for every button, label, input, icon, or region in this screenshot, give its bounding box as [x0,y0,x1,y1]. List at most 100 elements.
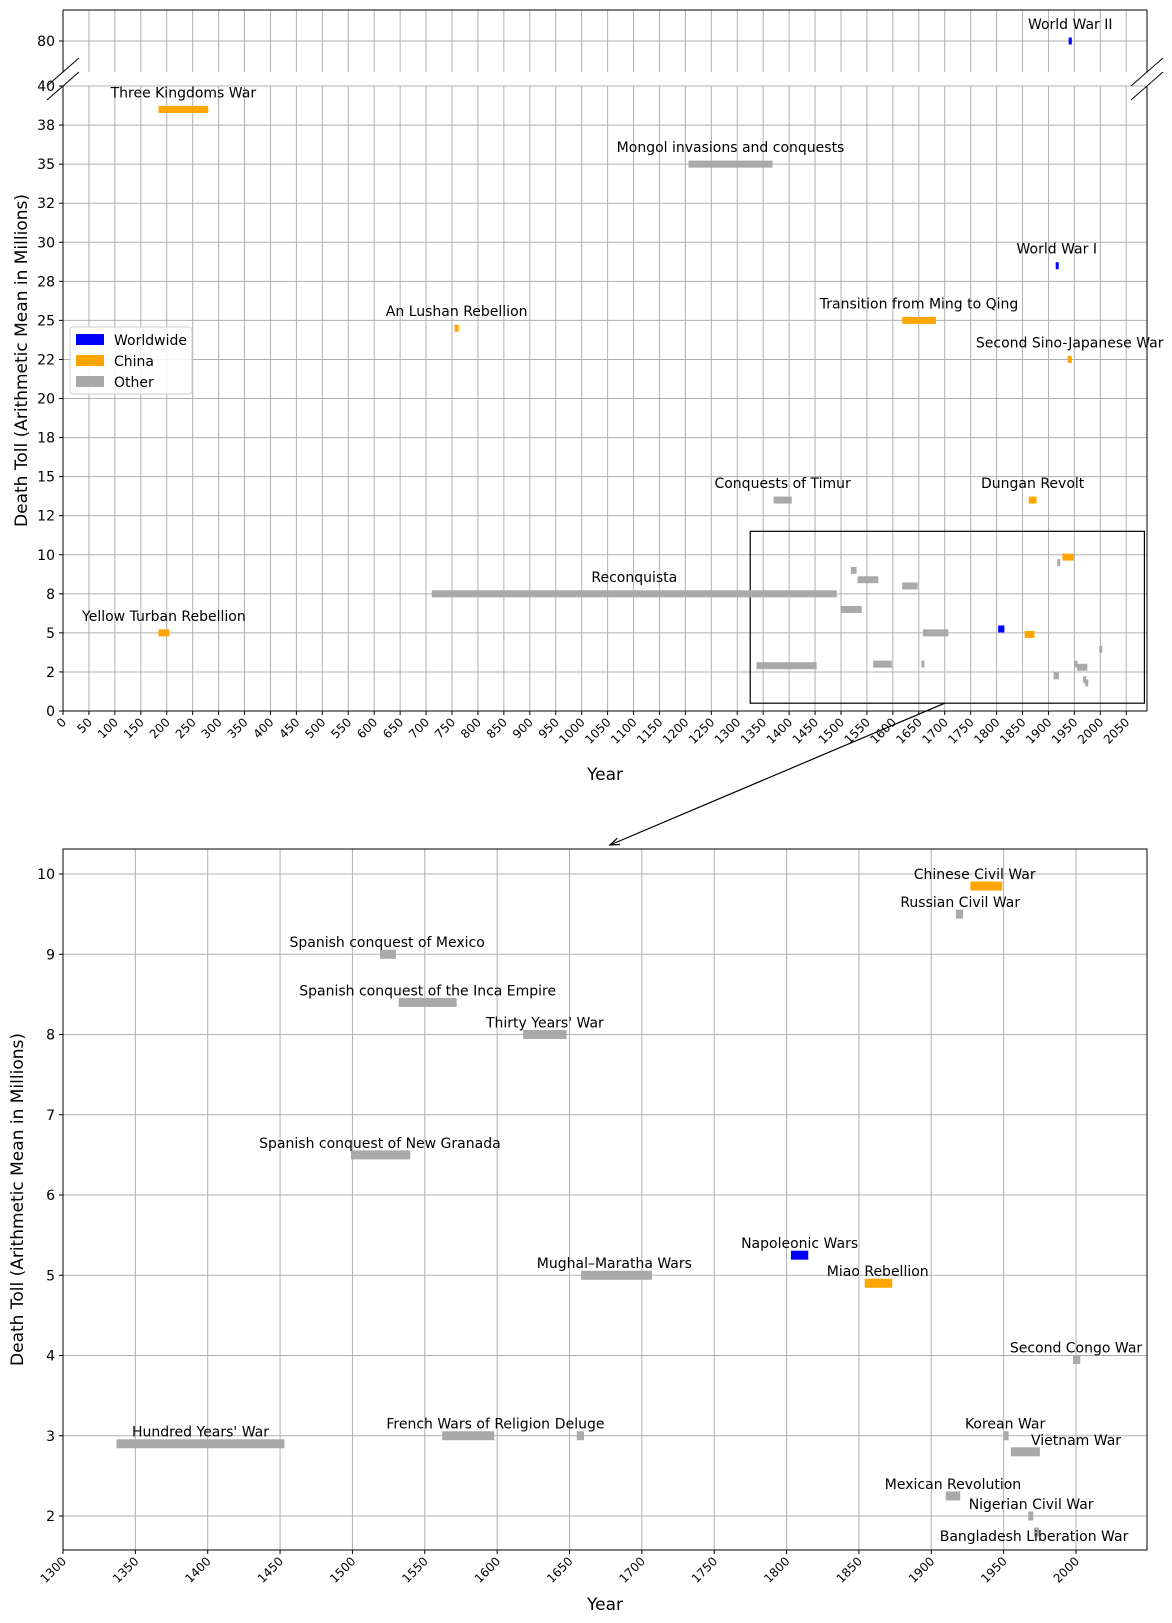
y-tick-label: 0 [46,704,55,720]
bar-other [773,496,792,504]
zoom-x-tick-label: 1400 [182,1554,213,1585]
event-label: World War II [1028,17,1113,33]
zoom-event-label: Russian Civil War [900,895,1020,911]
bar-other [1053,672,1059,680]
zoom-event-label: Deluge [555,1417,605,1433]
y-axis-label: Death Toll (Arithmetic Mean in Millions) [12,194,32,527]
zoom-x-tick-label: 1350 [110,1554,141,1585]
zoom-y-tick-label: 2 [46,1509,55,1525]
zoom-bar-other [523,1030,567,1039]
y-tick-label: 5 [46,626,55,642]
y-tick-label: 18 [37,431,55,447]
zoom-axes-frame [62,848,1148,1551]
bar-other [850,566,857,574]
x-tick-label: 900 [510,715,536,741]
zoom-event-label: Spanish conquest of New Granada [259,1136,501,1152]
zoom-y-tick-label: 10 [37,867,55,883]
x-tick-label: 300 [199,715,225,741]
x-tick-label: 1650 [893,715,924,746]
event-label: Dungan Revolt [981,476,1085,492]
legend-swatch-china [76,355,104,366]
bar-other [873,660,892,668]
bar-other [902,582,918,590]
axis-break-mark [46,57,80,87]
x-tick-label: 1950 [1049,715,1080,746]
zoom-event-label: Second Congo War [1010,1340,1143,1356]
zoom-bar-china [864,1278,893,1288]
x-tick-label: 1900 [1023,715,1054,746]
y-tick-label: 15 [37,470,55,486]
x-tick-label: 2050 [1101,715,1132,746]
bar-other [1085,679,1089,687]
bar-other [1057,559,1061,567]
zoom-bar-other [1028,1511,1034,1521]
zoom-bar-other [116,1439,285,1449]
zoom-event-label: Bangladesh Liberation War [940,1529,1129,1545]
y-tick-label: 12 [37,509,55,525]
bar-other [688,160,773,168]
zoom-event-label: Napoleonic Wars [741,1236,858,1252]
legend-swatch-worldwide [76,334,104,345]
zoom-event-label: Mexican Revolution [885,1477,1021,1493]
zoom-y-tick-label: 6 [46,1188,55,1204]
bar-other [756,662,817,670]
x-tick-label: 1400 [764,715,795,746]
zoom-x-tick-label: 1800 [761,1554,792,1585]
bar-worldwide [1055,262,1059,270]
zoom-bar-other [1034,1527,1040,1537]
zoom-bar-other [1003,1431,1009,1441]
event-label: Yellow Turban Rebellion [81,609,246,625]
zoom-y-tick-label: 8 [46,1028,55,1044]
bar-worldwide [998,625,1005,633]
event-label: Transition from Ming to Qing [819,296,1019,312]
x-tick-label: 350 [225,715,251,741]
y-tick-label: 2 [46,665,55,681]
x-tick-label: 550 [328,715,354,741]
x-tick-label: 1600 [867,715,898,746]
zoom-bar-worldwide [790,1250,809,1260]
zoom-x-tick-label: 1950 [978,1554,1009,1585]
x-tick-label: 1050 [582,715,613,746]
zoom-x-tick-label: 1550 [399,1554,430,1585]
bar-other [921,660,925,668]
zoom-bar-other [379,949,396,959]
zoom-x-tick-label: 1750 [689,1554,720,1585]
y-tick-label: 25 [37,313,55,329]
y-tick-label: 30 [37,235,55,251]
x-tick-label: 1450 [790,715,821,746]
zoom-x-tick-label: 1450 [255,1554,286,1585]
zoom-bar-other [398,997,457,1007]
zoom-x-tick-label: 2000 [1051,1554,1082,1585]
zoom-x-tick-label: 1900 [906,1554,937,1585]
zoom-x-tick-label: 1300 [38,1554,69,1585]
event-label: Conquests of Timur [714,476,851,492]
zoom-event-label: Miao Rebellion [827,1264,929,1280]
y-tick-label: 8 [46,587,55,603]
bar-other [1099,645,1103,653]
y-tick-label: 22 [37,352,55,368]
zoom-bar-other [955,909,964,919]
event-label: Three Kingdoms War [110,85,257,101]
x-tick-label: 1850 [997,715,1028,746]
x-tick-label: 1150 [634,715,665,746]
x-tick-label: 650 [380,715,406,741]
upper-y-tick-label: 80 [37,34,55,50]
x-tick-label: 1550 [842,715,873,746]
x-tick-label: 500 [302,715,328,741]
x-tick-label: 450 [276,715,302,741]
bar-china [1062,553,1074,561]
zoom-connector-arrow [609,702,945,846]
zoom-bar-other [1010,1447,1040,1457]
x-tick-label: 1300 [712,715,743,746]
bar-worldwide [1068,37,1072,45]
x-tick-label: 1800 [971,715,1002,746]
zoom-event-label: Thirty Years' War [485,1015,604,1031]
zoom-event-label: French Wars of Religion [386,1417,550,1433]
event-label: Second Sino-Japanese War [976,335,1164,351]
bar-other [431,590,837,598]
x-tick-label: 1000 [556,715,587,746]
y-tick-label: 40 [37,79,55,95]
axis-break-mark [1130,57,1164,87]
zoom-event-label: Spanish conquest of Mexico [290,935,485,951]
